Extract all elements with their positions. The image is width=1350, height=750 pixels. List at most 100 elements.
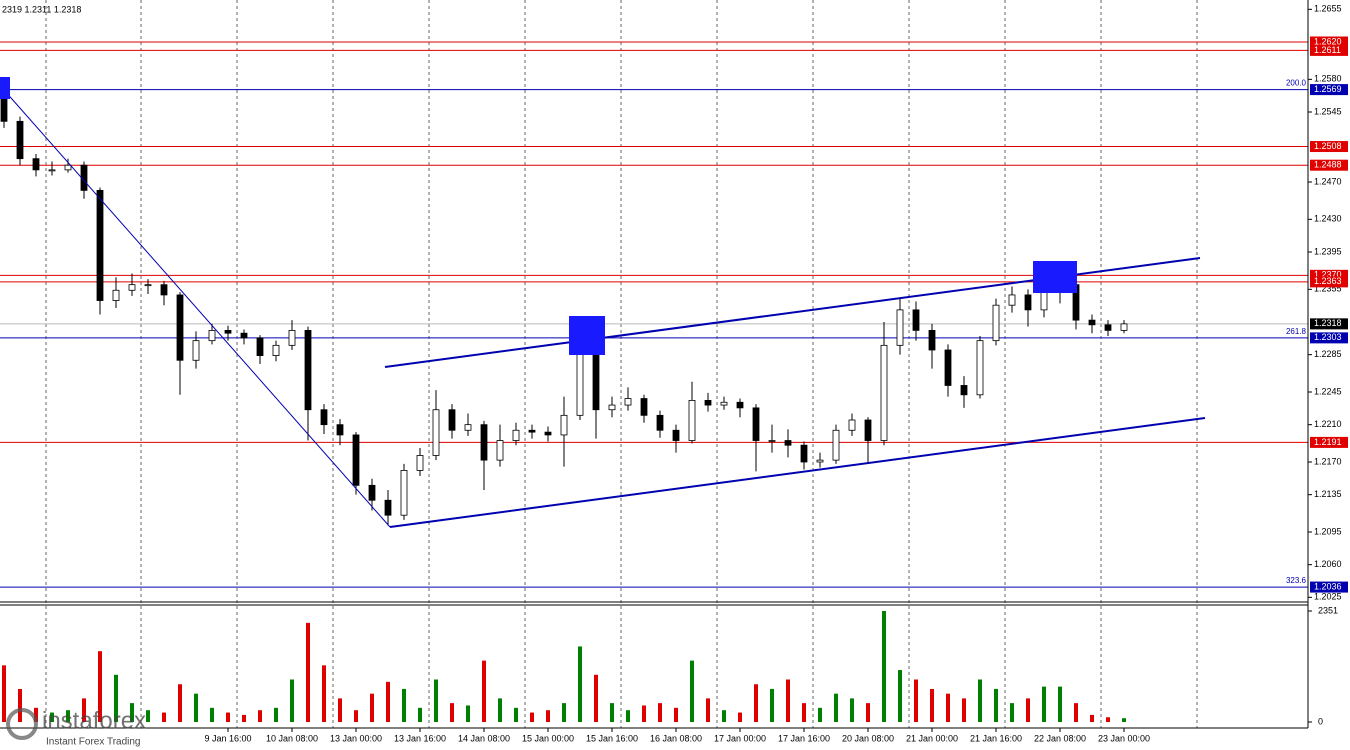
trend-lines bbox=[0, 77, 1206, 528]
volume-bar bbox=[370, 693, 374, 722]
level-box bbox=[1310, 141, 1348, 153]
candle-body bbox=[800, 444, 808, 463]
level-box bbox=[1310, 581, 1348, 593]
candle-body bbox=[512, 429, 520, 441]
candle-body bbox=[336, 424, 344, 436]
level-box bbox=[1310, 44, 1348, 56]
x-tick-label: 21 Jan 16:00 bbox=[970, 733, 1022, 743]
candle-body bbox=[720, 401, 728, 406]
candle-body bbox=[352, 434, 360, 486]
volume-bar bbox=[498, 698, 502, 722]
candle-body bbox=[1104, 324, 1112, 331]
volume-bar bbox=[994, 688, 998, 722]
candle-body bbox=[688, 399, 696, 441]
x-tick-label: 22 Jan 08:00 bbox=[1034, 733, 1086, 743]
volume-bar bbox=[658, 703, 662, 722]
volume-bar bbox=[258, 710, 262, 722]
level-label: 1.2363 bbox=[1314, 276, 1342, 286]
volume-tick-label: 0 bbox=[1318, 716, 1323, 726]
volume-bar bbox=[690, 660, 694, 722]
candle-body bbox=[160, 284, 168, 296]
x-tick-label: 13 Jan 00:00 bbox=[330, 733, 382, 743]
volume-bar bbox=[274, 707, 278, 722]
volume-bar bbox=[578, 646, 582, 722]
volume-bar bbox=[434, 679, 438, 722]
volume-bar bbox=[786, 679, 790, 722]
candle-body bbox=[1040, 289, 1048, 311]
candle-body bbox=[816, 459, 824, 463]
candle-body bbox=[400, 469, 408, 516]
x-tick-label: 16 Jan 08:00 bbox=[650, 733, 702, 743]
volume-bar bbox=[882, 611, 886, 722]
volume-bar bbox=[770, 688, 774, 722]
candle-body bbox=[48, 169, 56, 172]
volume-bar bbox=[50, 712, 54, 722]
level-box bbox=[1310, 269, 1348, 281]
y-tick-label: 1.2170 bbox=[1314, 456, 1342, 466]
candle-body bbox=[784, 440, 792, 446]
candle-body bbox=[32, 158, 40, 171]
candle-body bbox=[656, 414, 664, 431]
candle-body bbox=[528, 429, 536, 433]
candle-body bbox=[224, 329, 232, 334]
candle-body bbox=[464, 424, 472, 431]
volume-bar bbox=[162, 712, 166, 722]
level-label: 1.2303 bbox=[1314, 332, 1342, 342]
volume-bar bbox=[242, 714, 246, 722]
y-tick-label: 1.2545 bbox=[1314, 106, 1342, 116]
candle-body bbox=[144, 284, 152, 287]
candle-body bbox=[848, 419, 856, 431]
volume-bar bbox=[1074, 703, 1078, 722]
volume-bar bbox=[546, 710, 550, 722]
y-tick-label: 1.2655 bbox=[1314, 4, 1342, 14]
candle-body bbox=[208, 329, 216, 342]
volume-bar bbox=[850, 698, 854, 722]
level-box bbox=[1310, 159, 1348, 171]
levels: 200.0 261.8 323.6 bbox=[0, 41, 1308, 588]
volume-bar bbox=[642, 705, 646, 722]
watermark: instaforex Instant Forex Trading bbox=[6, 707, 146, 748]
volume-bar bbox=[402, 688, 406, 722]
volume-bar bbox=[802, 703, 806, 722]
y-tick-label: 1.2025 bbox=[1314, 592, 1342, 602]
level-box bbox=[1310, 276, 1348, 288]
volume-bar bbox=[1042, 686, 1046, 722]
candle-body bbox=[0, 95, 8, 122]
candle-body bbox=[16, 120, 24, 160]
x-tick-label: 20 Jan 08:00 bbox=[842, 733, 894, 743]
candle-body bbox=[480, 424, 488, 461]
signal-box bbox=[0, 77, 10, 99]
x-tick-label: 9 Jan 16:00 bbox=[204, 733, 251, 743]
volume-bar bbox=[530, 712, 534, 722]
level-box bbox=[1310, 84, 1348, 96]
volume-bar bbox=[818, 707, 822, 722]
candles bbox=[0, 86, 1128, 722]
y-tick-label: 1.2580 bbox=[1314, 74, 1342, 84]
volume-bar bbox=[626, 710, 630, 722]
volume-bar bbox=[1122, 718, 1126, 722]
fib-label: 323.6 bbox=[1286, 576, 1307, 585]
y-tick-label: 1.2245 bbox=[1314, 386, 1342, 396]
volume-bar bbox=[978, 679, 982, 722]
volume-bar bbox=[466, 705, 470, 722]
volume-bar bbox=[722, 710, 726, 722]
fib-label: 200.0 bbox=[1286, 79, 1307, 88]
volume-bar bbox=[1010, 703, 1014, 722]
volume-bar bbox=[2, 665, 6, 722]
candle-body bbox=[928, 329, 936, 351]
x-tick-label: 13 Jan 16:00 bbox=[394, 733, 446, 743]
candle-body bbox=[624, 398, 632, 406]
candle-body bbox=[832, 429, 840, 461]
volume-bar bbox=[594, 674, 598, 722]
volume-bar bbox=[322, 665, 326, 722]
candle-body bbox=[240, 332, 248, 339]
signal-box bbox=[569, 316, 605, 355]
candle-body bbox=[416, 455, 424, 471]
volume-bar bbox=[754, 684, 758, 722]
candle-body bbox=[1024, 294, 1032, 311]
x-tick-label: 23 Jan 00:00 bbox=[1098, 733, 1150, 743]
volume-bar bbox=[114, 674, 118, 722]
y-tick-label: 1.2355 bbox=[1314, 284, 1342, 294]
